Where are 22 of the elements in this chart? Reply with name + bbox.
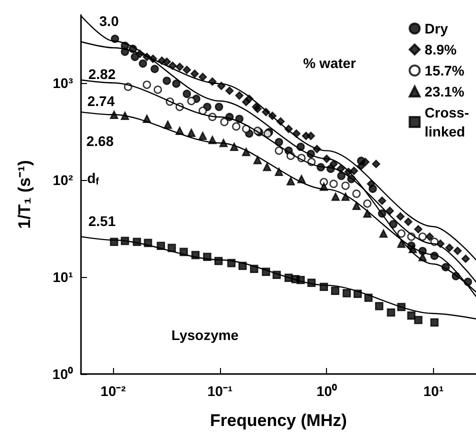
annotation: 2.74 bbox=[87, 93, 115, 109]
x-tick-label: 10⁻¹ bbox=[207, 383, 233, 399]
annotation: 3.0 bbox=[99, 13, 119, 29]
y-axis-title: 1/T₁ (s⁻¹) bbox=[15, 160, 34, 229]
legend-label: 8.9% bbox=[424, 42, 458, 58]
annotation: 2.68 bbox=[86, 133, 114, 149]
annotation: 2.51 bbox=[88, 213, 116, 229]
annotation: 2.82 bbox=[88, 66, 116, 82]
legend-label: 23.1% bbox=[424, 84, 465, 100]
legend-label: Dry bbox=[424, 20, 448, 36]
x-axis-title: Frequency (MHz) bbox=[210, 411, 347, 430]
legend-title: % water bbox=[303, 55, 357, 71]
legend-label: 15.7% bbox=[424, 62, 465, 78]
y-tick-label: 10² bbox=[52, 172, 74, 188]
y-tick-label: 10⁰ bbox=[52, 366, 73, 382]
x-tick-label: 10⁻² bbox=[100, 383, 126, 399]
y-tick-label: 10¹ bbox=[52, 268, 74, 285]
y-tick-label: 10³ bbox=[52, 74, 74, 91]
x-tick-label: 10⁰ bbox=[316, 383, 338, 399]
x-tick-label: 10¹ bbox=[423, 383, 444, 399]
legend-label: Cross-linked bbox=[424, 104, 470, 140]
annotation: Lysozyme bbox=[171, 327, 239, 343]
